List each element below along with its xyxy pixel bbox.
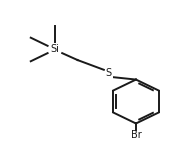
- Text: Si: Si: [51, 44, 60, 54]
- Text: S: S: [106, 68, 112, 78]
- Text: Br: Br: [131, 130, 141, 140]
